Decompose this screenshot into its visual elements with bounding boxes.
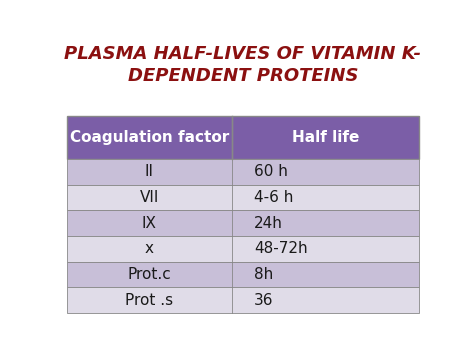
- Bar: [66, 159, 419, 185]
- Text: 48-72h: 48-72h: [254, 241, 308, 256]
- Bar: [66, 288, 419, 313]
- Text: PLASMA HALF-LIVES OF VITAMIN K-
DEPENDENT PROTEINS: PLASMA HALF-LIVES OF VITAMIN K- DEPENDEN…: [64, 45, 421, 85]
- Bar: [66, 236, 419, 262]
- Text: VII: VII: [139, 190, 159, 205]
- Text: Half life: Half life: [292, 130, 359, 145]
- Bar: [66, 262, 419, 288]
- Bar: [66, 210, 419, 236]
- Text: 36: 36: [254, 293, 273, 308]
- Text: 60 h: 60 h: [254, 164, 288, 179]
- Text: IX: IX: [142, 215, 157, 231]
- Text: x: x: [145, 241, 154, 256]
- Text: 8h: 8h: [254, 267, 273, 282]
- Text: II: II: [145, 164, 154, 179]
- Text: 4-6 h: 4-6 h: [254, 190, 293, 205]
- Bar: [66, 116, 419, 159]
- Text: 24h: 24h: [254, 215, 283, 231]
- Text: Prot .s: Prot .s: [125, 293, 173, 308]
- Text: Prot.c: Prot.c: [128, 267, 171, 282]
- Bar: [66, 185, 419, 210]
- Text: Coagulation factor: Coagulation factor: [70, 130, 229, 145]
